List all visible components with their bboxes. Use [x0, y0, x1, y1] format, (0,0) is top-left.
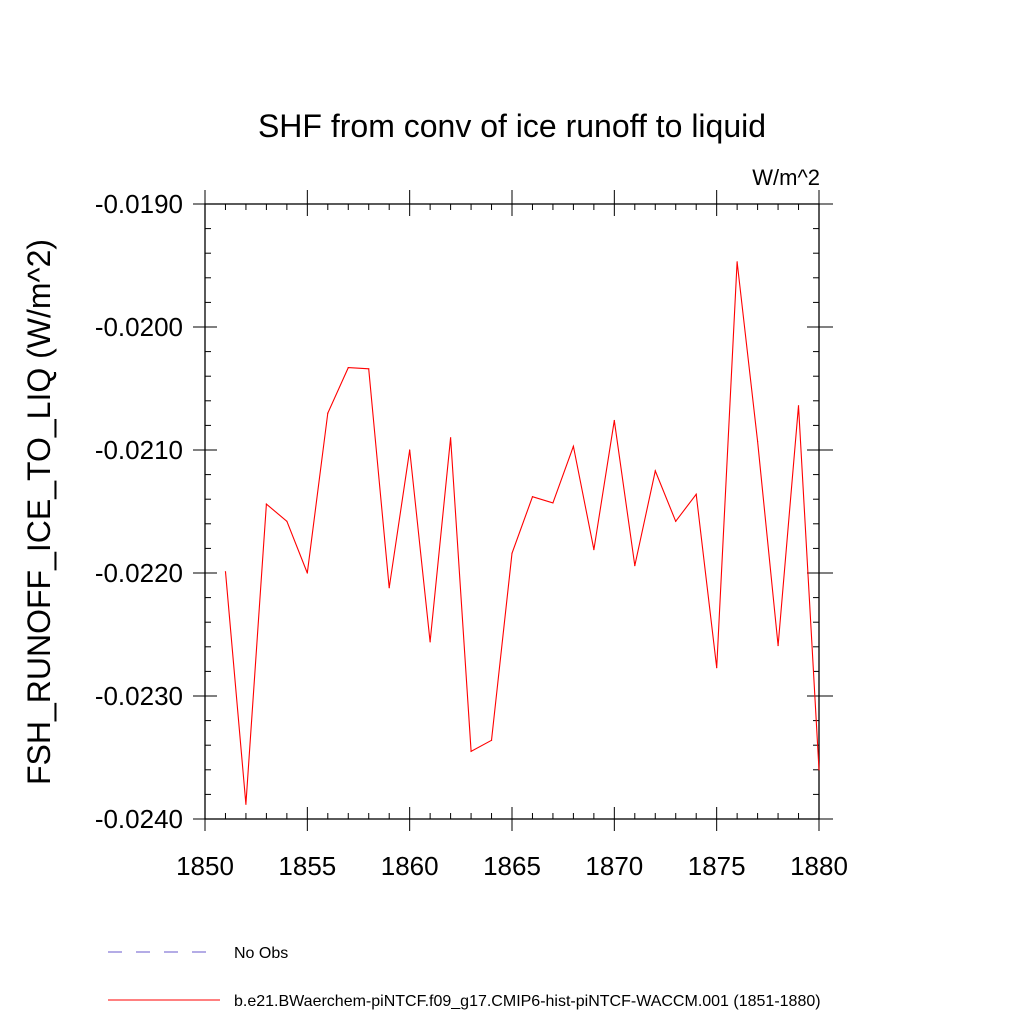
y-tick-label: -0.0200 — [95, 312, 183, 342]
x-tick-label: 1855 — [278, 851, 336, 881]
x-tick-label: 1875 — [688, 851, 746, 881]
data-point — [654, 470, 656, 472]
plot-frame — [204, 203, 820, 820]
data-point — [613, 419, 615, 422]
chart-title: SHF from conv of ice runoff to liquid — [258, 108, 766, 144]
y-tick-label: -0.0220 — [95, 558, 183, 588]
data-point — [388, 587, 390, 589]
y-tick-label: -0.0230 — [95, 681, 183, 711]
x-tick-label: 1865 — [483, 851, 541, 881]
data-point — [450, 437, 452, 439]
data-point — [511, 552, 513, 554]
data-point — [757, 440, 759, 442]
data-point — [429, 641, 431, 643]
y-axis-label: FSH_RUNOFF_ICE_TO_LIQ (W/m^2) — [21, 239, 57, 785]
series-layer — [224, 261, 820, 805]
x-tick-label: 1850 — [176, 851, 234, 881]
data-point — [306, 572, 308, 574]
data-point — [286, 520, 288, 522]
data-point — [593, 549, 595, 551]
legend: No Obs b.e21.BWaerchem-piNTCF.f09_g17.CMI… — [108, 945, 821, 1010]
legend-label: b.e21.BWaerchem-piNTCF.f09_g17.CMIP6-his… — [234, 993, 821, 1010]
data-point — [695, 493, 697, 495]
axis-tick-labels: 1850 1855 1860 1865 1870 1875 1880 -0.0190 -0.02… — [95, 189, 848, 881]
data-point — [470, 750, 472, 752]
data-point — [797, 405, 800, 407]
data-point — [409, 449, 411, 451]
data-point — [327, 412, 329, 414]
y-tick-label: -0.0210 — [95, 435, 183, 465]
x-tick-label: 1870 — [585, 851, 643, 881]
y-tick-label: -0.0240 — [95, 804, 183, 834]
units-label: W/m^2 — [752, 165, 820, 190]
series-line — [224, 261, 820, 805]
data-point — [716, 667, 718, 669]
data-point — [818, 769, 820, 771]
data-point — [531, 496, 534, 498]
axis-ticks — [193, 190, 833, 831]
legend-label: No Obs — [234, 945, 288, 962]
x-tick-label: 1880 — [790, 851, 848, 881]
x-tick-label: 1860 — [381, 851, 439, 881]
data-point — [490, 739, 493, 741]
data-point — [675, 520, 677, 522]
data-point — [777, 644, 779, 647]
data-point — [224, 571, 227, 573]
data-point — [245, 803, 247, 805]
data-point — [634, 565, 636, 567]
data-point — [368, 368, 370, 370]
data-point — [265, 503, 267, 505]
data-point — [347, 366, 349, 369]
y-tick-label: -0.0190 — [95, 189, 183, 219]
data-point — [736, 261, 738, 263]
data-point — [572, 445, 575, 447]
data-point — [552, 502, 554, 504]
